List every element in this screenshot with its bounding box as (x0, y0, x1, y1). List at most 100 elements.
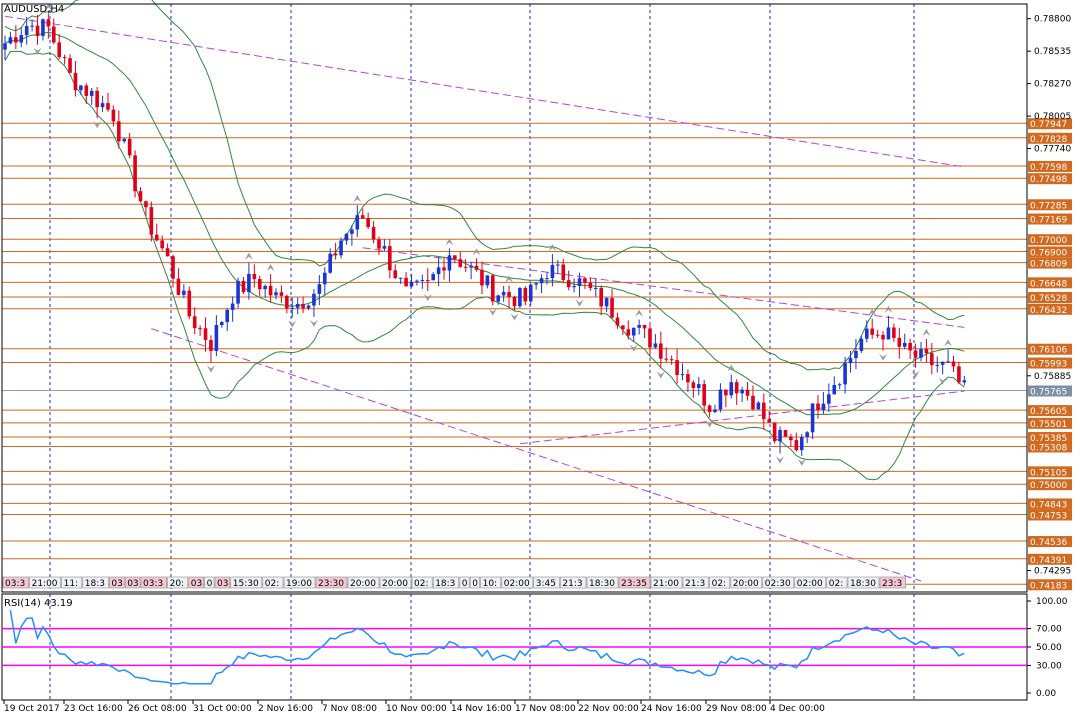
fractal-up-marker (727, 364, 736, 372)
candle-body (366, 218, 370, 228)
candle-body (290, 307, 295, 309)
rsi-tick-label: 0.00 (1036, 689, 1056, 699)
candle-body (46, 19, 51, 27)
candle-body (317, 284, 322, 294)
level-tag-label: 0.76809 (1030, 260, 1067, 270)
candle-body (344, 233, 349, 241)
trendlines (4, 15, 965, 582)
bollinger-bands (4, 0, 965, 481)
level-tag-label: 0.77828 (1030, 135, 1067, 145)
time-tag (411, 576, 433, 589)
candle-body (512, 296, 517, 307)
time-tick-label: 2 Nov 16:00 (258, 704, 313, 714)
time-tick-label: 17 Nov 08:00 (515, 704, 576, 714)
level-tag-label: 0.75105 (1030, 468, 1067, 478)
level-tag (1028, 132, 1072, 144)
time-tag-label: 03:3 (5, 579, 25, 589)
candle-body (799, 437, 804, 451)
candle-body (84, 85, 89, 96)
candle-body (902, 342, 907, 347)
candle-body (409, 281, 414, 287)
time-tag-label: 20:00 (350, 579, 376, 589)
candle-body (442, 267, 446, 271)
time-tick-label: 7 Nov 08:00 (322, 704, 377, 714)
level-tag-label: 0.77000 (1030, 236, 1067, 246)
candle-body (886, 327, 891, 340)
time-tag-label: 18:3 (85, 579, 105, 589)
fractal-up-marker (884, 305, 893, 313)
candle-body (398, 277, 403, 279)
time-tag-label: 21:00 (653, 579, 679, 589)
candle-body (740, 389, 744, 394)
candle-body (214, 325, 219, 351)
candle-body (463, 266, 468, 268)
fractal-up-marker (868, 308, 877, 316)
candle-body (377, 239, 381, 249)
candle-body (252, 273, 257, 280)
candle-body (946, 361, 950, 363)
candle-body (339, 240, 343, 256)
level-tag (1028, 432, 1072, 444)
time-tag-label: 02: (265, 579, 279, 589)
candle-body (79, 85, 83, 91)
candle-body (3, 43, 7, 50)
candle-body (295, 303, 300, 308)
candle-body (285, 295, 289, 309)
time-tag-label: 21:3 (562, 579, 582, 589)
candle-body (805, 432, 809, 438)
time-tag-label: 03 (127, 579, 138, 589)
candle-body (453, 255, 457, 260)
candle-body (57, 42, 61, 58)
time-tag-label: 23:3 (882, 579, 902, 589)
candle-body (225, 309, 230, 323)
candle-body (404, 277, 408, 287)
rsi-tick-label: 70.00 (1036, 625, 1062, 635)
level-tag (1028, 579, 1072, 591)
time-tag (469, 576, 480, 589)
candle-body (203, 328, 208, 341)
time-tag (794, 576, 827, 589)
rsi-label: RSI(14) 43.19 (4, 598, 73, 609)
price-tick-label: 0.78800 (1034, 15, 1071, 25)
time-tick-label: 4 Dec 00:00 (770, 704, 825, 714)
candle-body (843, 363, 847, 385)
candle-body (669, 359, 674, 361)
candle-body (892, 327, 896, 338)
candle-body (198, 328, 202, 330)
level-tag (1028, 303, 1072, 315)
candle-body (908, 342, 912, 351)
fractal-up-marker (472, 248, 481, 256)
time-tag (109, 576, 125, 589)
candle-body (133, 155, 137, 192)
time-tag (204, 576, 215, 589)
price-tick-label: 0.78535 (1034, 47, 1071, 57)
time-tag (586, 576, 619, 589)
time-tag (82, 576, 109, 589)
candle-body (691, 382, 696, 388)
time-tag-label: 18:30 (850, 579, 876, 589)
level-tag-label: 0.75308 (1030, 443, 1067, 453)
candle-body (653, 343, 658, 348)
candle-body (187, 290, 192, 317)
level-tag-label: 0.74843 (1030, 500, 1067, 510)
rsi-panel: 100.00 70.00 50.00 30.00 0.00 (2, 597, 1068, 699)
candle-body (593, 287, 598, 289)
candle-body (95, 90, 99, 108)
candle-body (539, 278, 544, 284)
candle-body (729, 382, 734, 396)
candle-body (751, 395, 755, 410)
time-tag (560, 576, 587, 589)
fractal-down-marker (705, 420, 714, 428)
candle-body (935, 364, 940, 366)
candle-body (583, 278, 587, 283)
level-tag-label: 0.75501 (1030, 420, 1067, 430)
time-tag-label: 10: (483, 579, 497, 589)
current-price-tag (1028, 385, 1072, 397)
candle-body (160, 240, 164, 249)
candle-body (659, 343, 663, 359)
time-tag (167, 576, 189, 589)
candle-body (951, 361, 956, 367)
time-tag (230, 576, 263, 589)
time-tag (480, 576, 502, 589)
fractal-up-marker (922, 329, 931, 337)
